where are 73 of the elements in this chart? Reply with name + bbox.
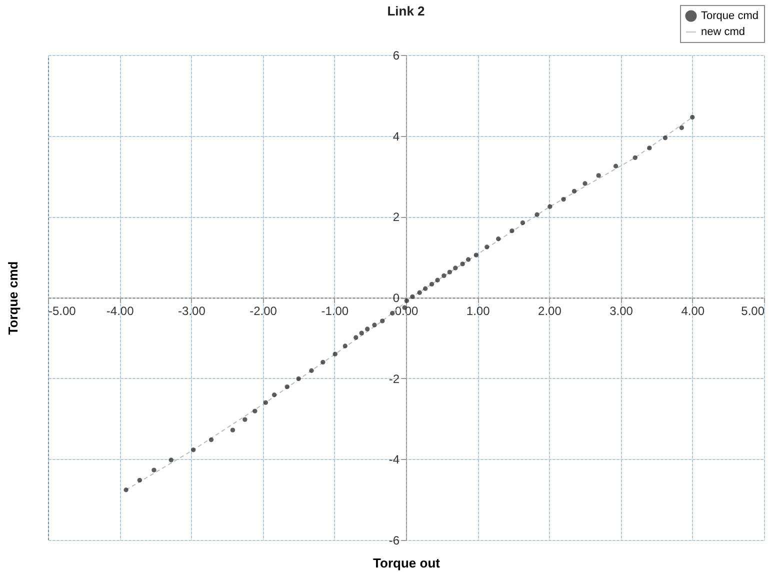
point [679, 125, 684, 130]
point [320, 360, 326, 365]
point [372, 322, 377, 328]
x-tick-label: 5.00 [741, 304, 765, 318]
point [272, 392, 277, 398]
point [447, 270, 452, 274]
point [613, 164, 618, 168]
point [572, 188, 577, 194]
point [208, 437, 214, 442]
point [548, 204, 552, 209]
y-tick-label: -2 [388, 372, 400, 386]
legend-label: Torque cmd [701, 10, 758, 22]
point [152, 468, 156, 472]
x-axis-title: Torque out [373, 556, 441, 570]
point [252, 408, 258, 414]
point [596, 173, 601, 178]
point [359, 330, 364, 336]
point [417, 290, 422, 295]
point [520, 220, 526, 226]
point [460, 262, 465, 266]
point [364, 326, 370, 332]
point [137, 478, 142, 483]
x-tick-label: -5.00 [48, 304, 76, 318]
y-tick-label: 2 [392, 210, 400, 224]
point [342, 344, 348, 348]
point [632, 155, 638, 160]
point [647, 146, 652, 150]
point [510, 228, 514, 234]
x-tick-label: 4.00 [681, 304, 705, 318]
y-tick-label: -4 [388, 452, 400, 467]
point [296, 376, 301, 382]
point [354, 335, 358, 340]
y-tick-label: 6 [392, 48, 400, 62]
chart-title: Link 2 [387, 4, 425, 18]
x-tick-label: -3.00 [178, 304, 206, 318]
point [230, 428, 236, 432]
point [242, 417, 248, 422]
point [534, 212, 540, 217]
y-tick-label: 0 [392, 291, 400, 305]
point [435, 278, 440, 282]
legend-label: new cmd [701, 26, 746, 38]
point [404, 298, 410, 304]
point [496, 236, 501, 242]
point [191, 448, 196, 452]
point [662, 136, 668, 140]
point [390, 310, 395, 316]
x-tick-label: 3.00 [610, 304, 634, 318]
point [474, 252, 479, 258]
x-tick-label: 2.00 [538, 304, 562, 318]
point [422, 286, 428, 291]
y-tick-label: -6 [388, 534, 400, 548]
point [442, 273, 446, 278]
point [168, 458, 174, 462]
y-axis-title: Torque cmd [6, 261, 20, 335]
point [309, 368, 314, 373]
point [380, 318, 385, 324]
point [484, 244, 490, 250]
point [561, 196, 566, 202]
x-tick-label: -1.00 [321, 304, 349, 318]
point [466, 257, 471, 262]
point [690, 114, 695, 120]
point [284, 384, 290, 390]
x-tick-label: -2.00 [250, 304, 278, 318]
x-tick-label: -4.00 [106, 304, 134, 318]
point [582, 181, 588, 186]
point [263, 400, 268, 405]
point [410, 294, 415, 300]
x-tick-label: 1.00 [466, 304, 490, 318]
point [124, 488, 128, 492]
point [332, 352, 338, 356]
point [453, 266, 458, 270]
point [429, 282, 434, 287]
y-tick-label: 4 [392, 129, 400, 144]
